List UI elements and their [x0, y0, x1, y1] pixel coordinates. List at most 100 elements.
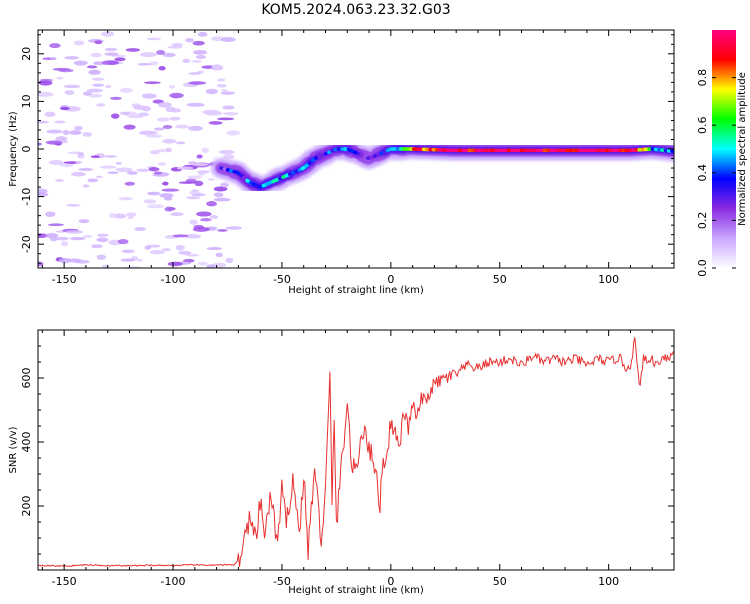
spectrogram-noise-blob [196, 55, 206, 59]
spectrogram-noise-blob [50, 57, 56, 60]
spectrogram-noise-blob [191, 163, 208, 166]
colorbar-tick-label: 0.4 [696, 164, 709, 182]
spectrogram-noise-blob [92, 84, 104, 87]
spectrogram-noise-blob [204, 111, 222, 116]
spectrogram-noise-blob [64, 56, 79, 59]
spectrogram-noise-blob [210, 215, 219, 219]
spectrogram-noise-blob [96, 103, 105, 106]
spectrogram-noise-blob [104, 155, 116, 157]
spectrogram-noise-blob [116, 162, 122, 165]
spectrogram-noise-blob [188, 72, 201, 75]
spectrogram-noise-blob [169, 117, 180, 121]
spectrogram-noise-blob [194, 181, 203, 186]
spectrogram-noise-blob [200, 218, 211, 221]
spectrogram-noise-blob [207, 247, 223, 250]
spectrogram-noise-blob [97, 255, 106, 260]
spectrogram-noise-blob [96, 237, 108, 242]
spectrogram-noise-blob [79, 219, 90, 223]
spectrogram-noise-blob [89, 94, 102, 98]
spectrogram-noise-blob [60, 107, 70, 110]
snr-y-tick-label: 200 [20, 496, 33, 517]
spectrogram-noise-blob [136, 169, 149, 172]
spectrogram-noise-blob [147, 204, 165, 208]
spectrogram-noise-blob [91, 244, 103, 248]
spectrogram-noise-blob [221, 37, 236, 42]
spectrogram-noise-blob [187, 103, 205, 107]
spectrogram-noise-blob [176, 141, 185, 144]
spectrogram-x-tick-label: 50 [493, 273, 507, 286]
spectrogram-noise-blob [188, 81, 206, 84]
snr-y-tick-label: 600 [20, 368, 33, 389]
spectrogram-noise-blob [145, 245, 151, 249]
spectrogram-y-tick-label: -10 [20, 188, 33, 206]
spectrogram-noise-blob [221, 91, 235, 94]
spectrogram-noise-blob [109, 213, 115, 218]
colorbar-tick-label: 0.2 [696, 212, 709, 230]
spectrogram-noise-blob [219, 150, 235, 154]
spectrogram-x-label: Height of straight line (km) [288, 285, 424, 296]
spectrogram-noise-blob [63, 130, 70, 135]
spectrogram-noise-blob [74, 126, 82, 131]
spectrogram-noise-blob [168, 262, 183, 266]
spectrogram-noise-blob [185, 254, 198, 257]
spectrogram-noise-blob [147, 38, 161, 41]
spectrogram-noise-blob [83, 132, 92, 137]
spectrogram-noise-blob [134, 227, 146, 231]
spectrogram-noise-blob [142, 106, 151, 111]
spectrogram-noise-blob [220, 182, 229, 187]
spectrogram-noise-blob [70, 237, 86, 240]
spectrogram-noise-blob [189, 191, 201, 194]
spectrogram-noise-blob [114, 57, 125, 61]
spectrogram-noise-blob [191, 60, 202, 63]
spectrogram-noise-blob [48, 223, 64, 226]
spectrogram-noise-blob [172, 43, 184, 47]
spectrogram-noise-blob [193, 227, 210, 232]
colorbar-bar [712, 30, 736, 268]
spectrogram-noise-blob [83, 184, 90, 187]
spectrogram-noise-blob [217, 84, 227, 88]
spectrogram-noise-blob [164, 197, 172, 201]
spectrogram-noise-blob [65, 90, 75, 95]
spectrogram-noise-blob [45, 112, 56, 117]
spectrogram-noise-blob [142, 93, 157, 98]
spectrogram-noise-blob [222, 106, 234, 110]
spectrogram-noise-blob [158, 102, 172, 107]
spectrogram-noise-blob [45, 212, 55, 217]
spectrogram-noise-blob [198, 262, 208, 265]
spectrogram-noise-blob [138, 112, 150, 116]
spectrogram-noise-blob [78, 168, 93, 171]
spectrogram-noise-blob [193, 41, 205, 46]
spectrogram-noise-blob [209, 121, 223, 125]
spectrogram-noise-blob [169, 93, 183, 98]
snr-x-label: Height of straight line (km) [288, 585, 424, 596]
spectrogram-noise-blob [196, 211, 212, 216]
spectrogram-noise-blob [206, 201, 217, 206]
spectrogram-noise-blob [158, 162, 166, 166]
snr-x-tick-label: -150 [52, 575, 77, 588]
spectrogram-noise-blob [187, 175, 202, 179]
spectrogram-noise-blob [119, 197, 133, 200]
spectrogram-noise-blob [46, 130, 62, 134]
spectrogram-noise-blob [150, 150, 160, 154]
spectrogram-noise-blob [120, 88, 133, 93]
spectrogram-noise-blob [91, 155, 100, 158]
spectrogram-noise-blob [63, 85, 80, 88]
spectrogram-y-tick-label: 10 [20, 94, 33, 108]
spectrogram-noise-blob [67, 152, 83, 155]
spectrogram-noise-blob [46, 140, 63, 144]
spectrogram-noise-blob [197, 170, 210, 173]
snr-plot-area [38, 330, 674, 570]
spectrogram-noise-blob [223, 112, 239, 116]
spectrogram-noise-blob [69, 130, 82, 135]
spectrogram-noise-blob [105, 85, 111, 88]
spectrogram-noise-blob [221, 89, 228, 92]
spectrogram-noise-blob [156, 50, 165, 55]
spectrogram-noise-blob [179, 181, 196, 184]
snr-y-label: SNR (v/v) [8, 426, 19, 473]
spectrogram-noise-blob [35, 121, 49, 123]
spectrogram-noise-blob [175, 125, 189, 129]
spectrogram-noise-blob [96, 176, 103, 179]
spectrogram-noise-blob [111, 113, 120, 118]
